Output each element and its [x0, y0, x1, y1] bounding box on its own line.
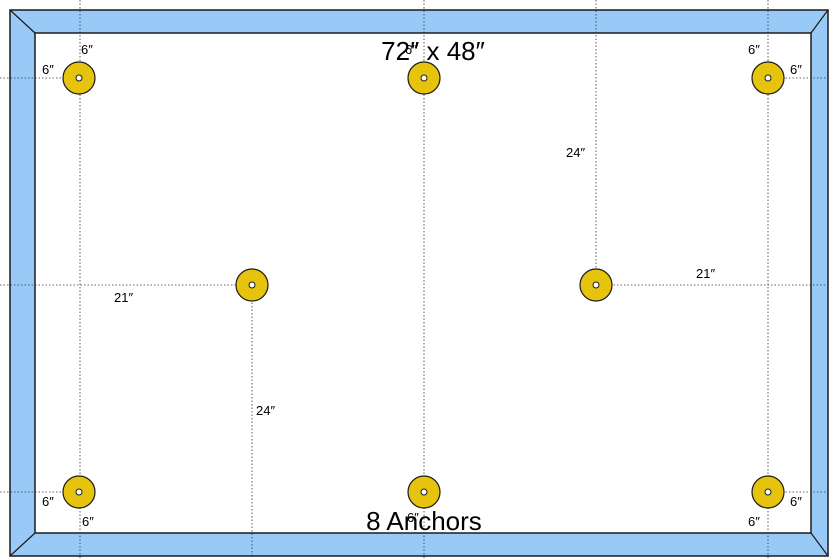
- dim-label: 6″: [82, 514, 94, 529]
- dimension-labels: 6″ 6″ 6″ 6″ 6″ 24″ 21″ 21″ 24″ 6″ 6″ 6″ …: [42, 42, 802, 529]
- dim-label: 6″: [81, 42, 93, 57]
- dim-label: 24″: [566, 145, 585, 160]
- dim-label: 6″: [790, 494, 802, 509]
- dim-label: 21″: [114, 290, 133, 305]
- anchor: [579, 268, 613, 302]
- dim-label: 6″: [790, 62, 802, 77]
- anchor: [62, 475, 96, 509]
- anchor: [751, 61, 785, 95]
- diagram-title: 72″ x 48″: [381, 36, 485, 66]
- anchors: [62, 61, 785, 509]
- anchor: [235, 268, 269, 302]
- dim-label: 6″: [748, 42, 760, 57]
- anchor: [62, 61, 96, 95]
- dim-label: 6″: [748, 514, 760, 529]
- dim-label: 6″: [42, 494, 54, 509]
- anchor: [751, 475, 785, 509]
- panel: [34, 32, 812, 534]
- frame-miters: [9, 9, 829, 557]
- dim-label: 21″: [696, 266, 715, 281]
- dim-label: 6″: [407, 510, 419, 525]
- dim-label: 6″: [405, 42, 417, 57]
- anchor: [407, 61, 441, 95]
- dim-label: 24″: [256, 403, 275, 418]
- anchor: [407, 475, 441, 509]
- dim-label: 6″: [42, 62, 54, 77]
- anchor-count: 8 Anchors: [366, 506, 482, 536]
